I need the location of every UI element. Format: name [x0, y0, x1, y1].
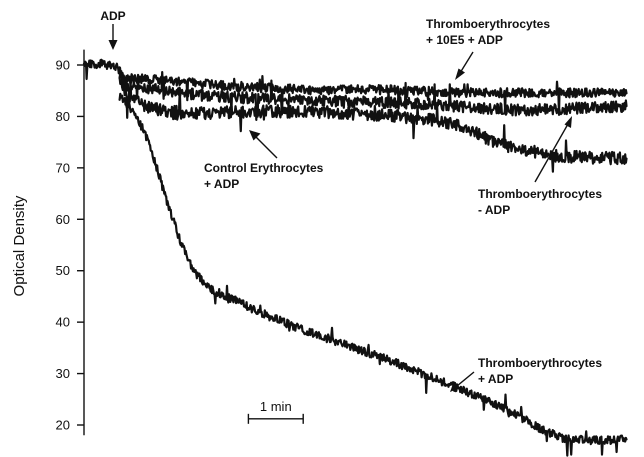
annotation-control-adp: Control Erythrocytes + ADP	[204, 130, 324, 191]
y-tick-label: 40	[56, 315, 70, 330]
annotation-10e5-adp-line1: Thromboerythrocytes	[426, 17, 550, 31]
annotation-plus-adp-line2: + ADP	[478, 372, 513, 386]
y-axis-label: Optical Density	[11, 195, 28, 296]
trace-control-adp	[118, 76, 628, 173]
y-tick-label: 60	[56, 212, 70, 227]
annotation-10e5-adp: Thromboerythrocytes + 10E5 + ADP	[426, 17, 550, 80]
annotation-plus-adp: Thromboerythrocytes + ADP	[450, 356, 602, 392]
annotation-plus-adp-line1: Thromboerythrocytes	[478, 356, 602, 370]
adp-marker-label: ADP	[100, 9, 125, 23]
annotation-plus-adp-arrowhead	[450, 381, 460, 392]
annotation-control-adp-line1: Control Erythrocytes	[204, 161, 324, 175]
trace-plus-adp	[118, 92, 628, 457]
annotation-minus-adp-arrowhead	[564, 116, 572, 128]
y-tick-label: 90	[56, 58, 70, 73]
y-axis: 20 30 40 50 60 70 80 90	[56, 49, 85, 436]
y-tick-label: 30	[56, 366, 70, 381]
y-tick-label: 50	[56, 263, 70, 278]
annotation-10e5-adp-arrow-shaft	[459, 51, 474, 74]
annotation-control-adp-arrowhead	[249, 130, 261, 141]
annotation-minus-adp-line1: Thromboerythrocytes	[478, 187, 602, 201]
annotation-plus-adp-arrow-shaft	[456, 371, 475, 387]
y-tick-label: 70	[56, 160, 70, 175]
annotation-10e5-adp-line2: + 10E5 + ADP	[426, 33, 503, 47]
trace-minus-adp	[118, 71, 628, 121]
trace-group	[82, 58, 628, 457]
y-tick-label: 80	[56, 109, 70, 124]
time-scale-bar: 1 min	[247, 399, 304, 424]
y-tick-label: 20	[56, 418, 70, 433]
adp-marker-arrowhead	[108, 40, 118, 50]
annotation-minus-adp-line2: - ADP	[478, 203, 510, 217]
annotation-minus-adp: Thromboerythrocytes - ADP	[478, 116, 602, 217]
scale-bar-label: 1 min	[260, 399, 292, 414]
trace-10e5-adp	[82, 58, 628, 116]
annotation-control-adp-arrow-shaft	[254, 135, 278, 159]
annotation-10e5-adp-arrowhead	[455, 68, 465, 80]
adp-marker: ADP	[100, 9, 126, 50]
annotation-control-adp-line2: + ADP	[204, 177, 239, 191]
annotation-minus-adp-arrow-shaft	[534, 123, 569, 183]
